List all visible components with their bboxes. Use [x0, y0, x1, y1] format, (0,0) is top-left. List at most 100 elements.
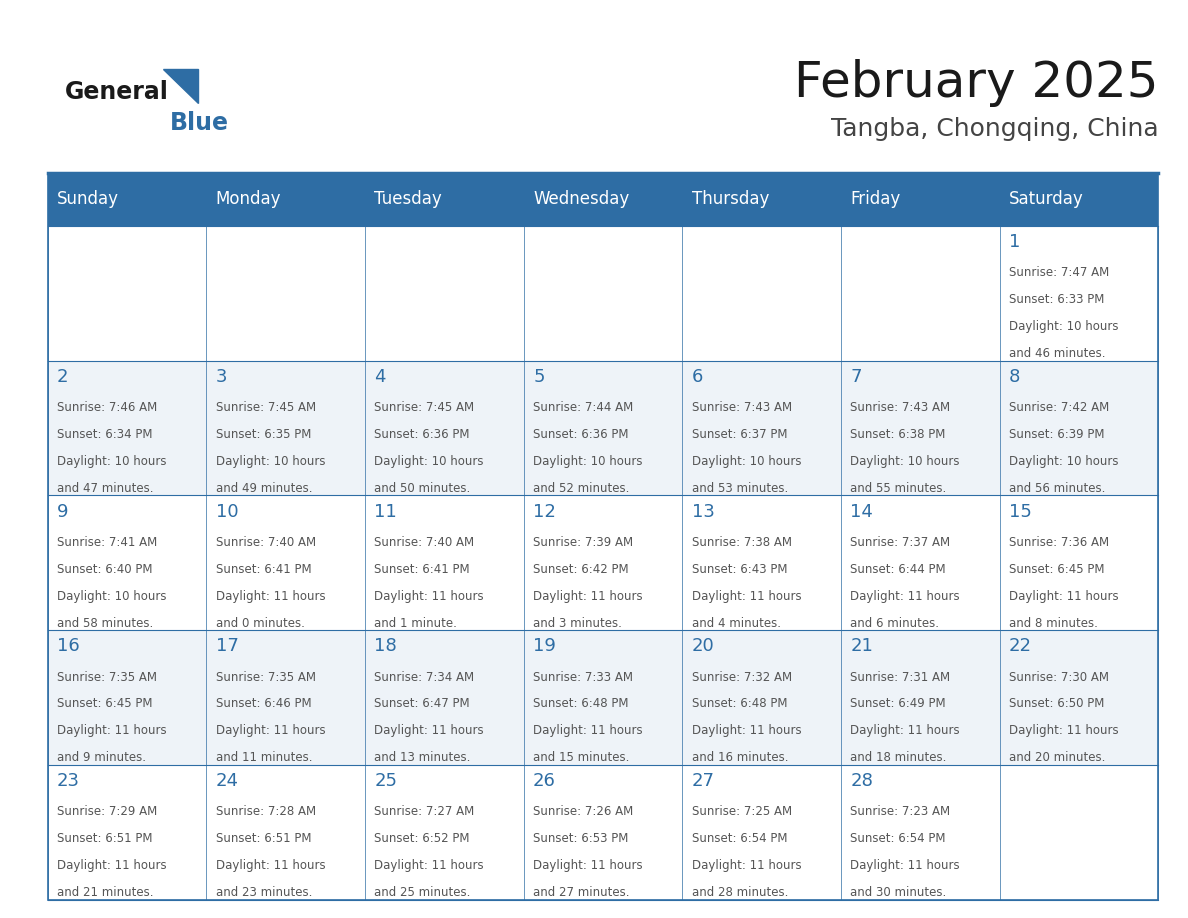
Bar: [48, 226, 207, 361]
Text: 1: 1: [1009, 233, 1020, 252]
Bar: [524, 496, 682, 630]
Text: Sunset: 6:53 PM: Sunset: 6:53 PM: [533, 833, 628, 845]
Bar: [841, 496, 999, 630]
Bar: [682, 226, 841, 361]
Text: and 9 minutes.: and 9 minutes.: [57, 751, 146, 765]
Text: 17: 17: [216, 637, 239, 655]
Text: Tuesday: Tuesday: [374, 190, 442, 208]
Text: Sunset: 6:47 PM: Sunset: 6:47 PM: [374, 698, 470, 711]
Text: and 27 minutes.: and 27 minutes.: [533, 886, 630, 899]
Bar: [48, 173, 1158, 900]
Text: Daylight: 11 hours: Daylight: 11 hours: [57, 859, 166, 872]
Text: Sunset: 6:45 PM: Sunset: 6:45 PM: [1009, 563, 1105, 576]
Bar: [682, 630, 841, 765]
Text: and 21 minutes.: and 21 minutes.: [57, 886, 153, 899]
Text: Sunset: 6:41 PM: Sunset: 6:41 PM: [374, 563, 470, 576]
Bar: [48, 630, 207, 765]
Text: 25: 25: [374, 772, 398, 790]
Text: Daylight: 10 hours: Daylight: 10 hours: [1009, 320, 1119, 333]
Text: Daylight: 11 hours: Daylight: 11 hours: [216, 724, 326, 737]
Text: and 30 minutes.: and 30 minutes.: [851, 886, 947, 899]
Text: Sunset: 6:38 PM: Sunset: 6:38 PM: [851, 428, 946, 441]
Text: Daylight: 10 hours: Daylight: 10 hours: [1009, 455, 1119, 468]
Text: Daylight: 11 hours: Daylight: 11 hours: [851, 589, 960, 602]
Text: Blue: Blue: [170, 111, 229, 135]
Text: and 1 minute.: and 1 minute.: [374, 617, 457, 630]
Bar: [682, 496, 841, 630]
Text: Sunset: 6:34 PM: Sunset: 6:34 PM: [57, 428, 152, 441]
Text: Daylight: 11 hours: Daylight: 11 hours: [57, 724, 166, 737]
Text: 6: 6: [691, 368, 703, 386]
Text: 4: 4: [374, 368, 386, 386]
Text: Monday: Monday: [216, 190, 282, 208]
Text: and 53 minutes.: and 53 minutes.: [691, 482, 788, 495]
Text: and 4 minutes.: and 4 minutes.: [691, 617, 781, 630]
Text: Sunset: 6:33 PM: Sunset: 6:33 PM: [1009, 293, 1105, 307]
Bar: [682, 361, 841, 496]
Text: and 58 minutes.: and 58 minutes.: [57, 617, 153, 630]
Text: Daylight: 11 hours: Daylight: 11 hours: [691, 859, 802, 872]
Text: 27: 27: [691, 772, 715, 790]
Polygon shape: [163, 69, 198, 103]
Text: Sunrise: 7:40 AM: Sunrise: 7:40 AM: [216, 536, 316, 549]
Text: Sunrise: 7:23 AM: Sunrise: 7:23 AM: [851, 805, 950, 818]
Text: 26: 26: [533, 772, 556, 790]
Text: 22: 22: [1009, 637, 1032, 655]
Text: and 15 minutes.: and 15 minutes.: [533, 751, 630, 765]
Bar: [207, 765, 365, 900]
Text: 19: 19: [533, 637, 556, 655]
Text: Sunset: 6:49 PM: Sunset: 6:49 PM: [851, 698, 946, 711]
Text: Sunrise: 7:39 AM: Sunrise: 7:39 AM: [533, 536, 633, 549]
Text: Daylight: 11 hours: Daylight: 11 hours: [851, 724, 960, 737]
Text: 16: 16: [57, 637, 80, 655]
Text: Sunset: 6:43 PM: Sunset: 6:43 PM: [691, 563, 788, 576]
Bar: [841, 630, 999, 765]
Text: Daylight: 11 hours: Daylight: 11 hours: [374, 589, 484, 602]
Text: Sunrise: 7:36 AM: Sunrise: 7:36 AM: [1009, 536, 1110, 549]
Bar: [524, 765, 682, 900]
Text: and 3 minutes.: and 3 minutes.: [533, 617, 623, 630]
Bar: [999, 765, 1158, 900]
Text: and 49 minutes.: and 49 minutes.: [216, 482, 312, 495]
Text: Daylight: 11 hours: Daylight: 11 hours: [374, 724, 484, 737]
Text: and 6 minutes.: and 6 minutes.: [851, 617, 940, 630]
Text: and 18 minutes.: and 18 minutes.: [851, 751, 947, 765]
Text: Sunrise: 7:37 AM: Sunrise: 7:37 AM: [851, 536, 950, 549]
Text: Sunrise: 7:35 AM: Sunrise: 7:35 AM: [57, 670, 157, 684]
Text: 2: 2: [57, 368, 69, 386]
Text: Daylight: 11 hours: Daylight: 11 hours: [533, 859, 643, 872]
Bar: [682, 765, 841, 900]
Bar: [999, 630, 1158, 765]
Text: and 11 minutes.: and 11 minutes.: [216, 751, 312, 765]
Text: and 46 minutes.: and 46 minutes.: [1009, 347, 1106, 360]
Text: Sunset: 6:41 PM: Sunset: 6:41 PM: [216, 563, 311, 576]
Text: Sunset: 6:51 PM: Sunset: 6:51 PM: [57, 833, 152, 845]
Text: Sunset: 6:36 PM: Sunset: 6:36 PM: [533, 428, 628, 441]
Bar: [365, 630, 524, 765]
Text: and 13 minutes.: and 13 minutes.: [374, 751, 470, 765]
Text: Sunrise: 7:41 AM: Sunrise: 7:41 AM: [57, 536, 157, 549]
Text: Daylight: 11 hours: Daylight: 11 hours: [1009, 589, 1119, 602]
Text: and 55 minutes.: and 55 minutes.: [851, 482, 947, 495]
Text: Sunset: 6:48 PM: Sunset: 6:48 PM: [533, 698, 628, 711]
Text: Sunrise: 7:40 AM: Sunrise: 7:40 AM: [374, 536, 474, 549]
Text: Sunset: 6:54 PM: Sunset: 6:54 PM: [851, 833, 946, 845]
Text: and 47 minutes.: and 47 minutes.: [57, 482, 153, 495]
Bar: [48, 496, 207, 630]
Text: Daylight: 11 hours: Daylight: 11 hours: [533, 724, 643, 737]
Text: Daylight: 10 hours: Daylight: 10 hours: [216, 455, 326, 468]
Text: and 23 minutes.: and 23 minutes.: [216, 886, 312, 899]
Text: Sunset: 6:52 PM: Sunset: 6:52 PM: [374, 833, 470, 845]
Text: Sunset: 6:36 PM: Sunset: 6:36 PM: [374, 428, 470, 441]
Text: Sunrise: 7:43 AM: Sunrise: 7:43 AM: [691, 401, 792, 414]
Text: Sunrise: 7:28 AM: Sunrise: 7:28 AM: [216, 805, 316, 818]
Text: Sunrise: 7:34 AM: Sunrise: 7:34 AM: [374, 670, 474, 684]
Text: Sunrise: 7:30 AM: Sunrise: 7:30 AM: [1009, 670, 1110, 684]
Text: and 50 minutes.: and 50 minutes.: [374, 482, 470, 495]
Text: Sunday: Sunday: [57, 190, 119, 208]
Bar: [207, 630, 365, 765]
Text: Daylight: 10 hours: Daylight: 10 hours: [851, 455, 960, 468]
Text: Sunset: 6:35 PM: Sunset: 6:35 PM: [216, 428, 311, 441]
Text: 24: 24: [216, 772, 239, 790]
Bar: [207, 361, 365, 496]
